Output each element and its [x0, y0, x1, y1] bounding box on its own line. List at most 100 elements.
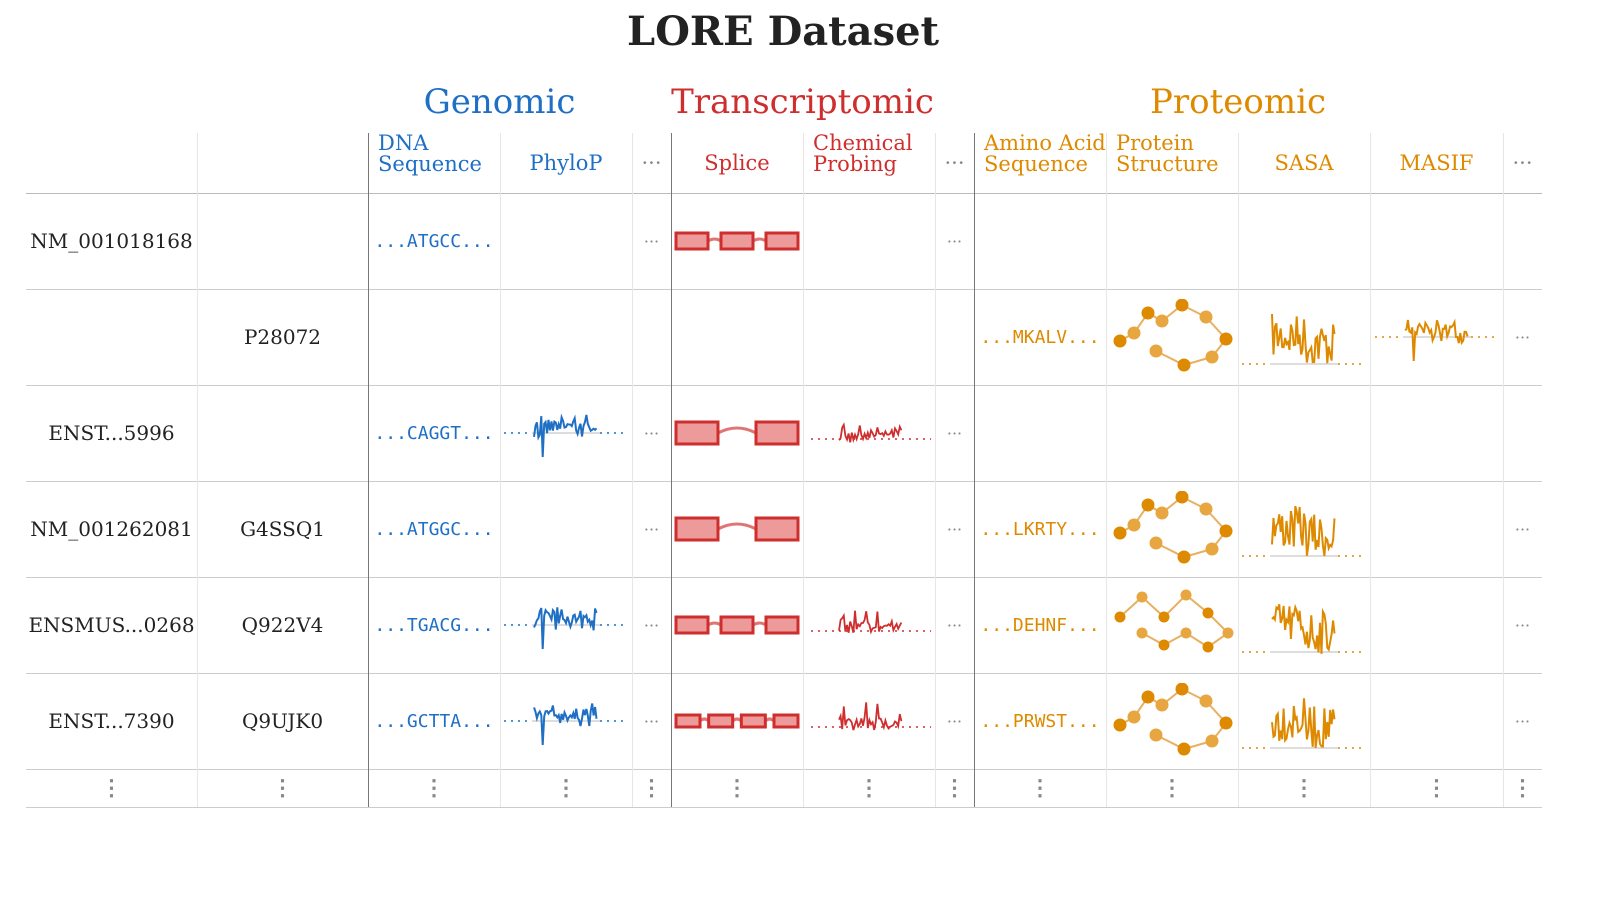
transcript-id: NM_001018168: [26, 193, 197, 289]
chemical-probing-cell: [803, 385, 935, 481]
dna-sequence: ...ATGCC...: [368, 193, 500, 289]
residue-node: [1141, 690, 1155, 704]
more-rows-cell: ⋮: [1238, 769, 1370, 807]
more-rows-cell: ⋮: [26, 769, 197, 807]
protein-structure-cell: [1106, 481, 1238, 577]
amino-acid-sequence: ...PRWST...: [974, 673, 1106, 769]
sasa-signal: [1242, 698, 1366, 749]
amino-acid-sequence: ...DEHNF...: [974, 577, 1106, 673]
transcript-id-text: ENST...5996: [48, 421, 175, 445]
protein-structure-graph: [1113, 299, 1233, 372]
more-icon: ···: [946, 231, 963, 251]
splice-cell: [671, 193, 803, 289]
column-divider: [368, 133, 369, 807]
chemical-probing-signal: [811, 610, 931, 635]
more-rows-cell: ⋮: [803, 769, 935, 807]
genomic-more: ···: [632, 385, 671, 481]
more-rows-cell: ⋮: [1106, 769, 1238, 807]
residue-node: [1199, 694, 1213, 708]
residue-node: [1202, 607, 1214, 619]
transcriptomic-more: ···: [935, 385, 974, 481]
proteomic-more: ···: [1503, 289, 1542, 385]
phylop-cell: [500, 673, 632, 769]
residue-node: [1180, 589, 1192, 601]
residue-node: [1141, 498, 1155, 512]
splice-cell: [671, 385, 803, 481]
masif-cell: [1370, 289, 1503, 385]
residue-node: [1158, 611, 1170, 623]
column-header: ···: [944, 150, 965, 175]
amino-acid-sequence-text: ...PRWST...: [980, 710, 1100, 732]
more-rows-cell: ⋮: [368, 769, 500, 807]
vertical-ellipsis-icon: ⋮: [1029, 775, 1051, 801]
dna-sequence: [368, 289, 500, 385]
exon: [764, 231, 800, 251]
figure-title: LORE Dataset: [626, 8, 940, 55]
residue-node: [1136, 627, 1148, 639]
residue-node: [1175, 299, 1189, 312]
sasa-cell: [1238, 577, 1370, 673]
phylop-cell: [500, 385, 632, 481]
splice-exon-diagram: [674, 615, 800, 635]
exon: [674, 420, 720, 446]
amino-acid-sequence: [974, 385, 1106, 481]
sasa-cell: [1238, 289, 1370, 385]
transcript-id-text: ENSMUS...0268: [28, 613, 195, 637]
protein-id-text: G4SSQ1: [240, 517, 325, 541]
column-divider: [500, 133, 501, 807]
residue-node: [1219, 716, 1233, 730]
residue-node: [1155, 314, 1169, 328]
splice-exon-diagram: [674, 516, 800, 542]
exon: [674, 231, 710, 251]
residue-node: [1205, 350, 1219, 364]
column-divider: [935, 133, 936, 807]
column-header: MASIF: [1399, 150, 1474, 175]
vertical-ellipsis-icon: ⋮: [726, 775, 748, 801]
dna-sequence: ...CAGGT...: [368, 385, 500, 481]
residue-node: [1205, 542, 1219, 556]
dna-sequence-text: ...GCTTA...: [374, 710, 494, 732]
genomic-more: ···: [632, 193, 671, 289]
more-icon: ···: [643, 423, 660, 443]
vertical-ellipsis-icon: ⋮: [1511, 775, 1534, 801]
protein-id: P28072: [197, 289, 368, 385]
protein-id: Q922V4: [197, 577, 368, 673]
transcriptomic-more: ···: [935, 577, 974, 673]
more-icon: ···: [946, 423, 963, 443]
residue-node: [1177, 742, 1191, 756]
protein-id-text: Q9UJK0: [241, 709, 324, 733]
column-header: SASA: [1274, 150, 1334, 175]
exon: [674, 615, 710, 635]
residue-node: [1114, 611, 1126, 623]
residue-node: [1127, 710, 1141, 724]
row-divider: [26, 673, 1542, 674]
splice-cell: [671, 577, 803, 673]
more-rows-cell: ⋮: [632, 769, 671, 807]
protein-id: G4SSQ1: [197, 481, 368, 577]
more-icon: ···: [643, 711, 660, 731]
column-header: Splice: [704, 150, 770, 175]
protein-structure-graph: [1113, 491, 1233, 564]
residue-node: [1177, 358, 1191, 372]
transcript-id-text: NM_001262081: [30, 517, 193, 541]
more-icon: ···: [946, 615, 963, 635]
transcriptomic-more: ···: [935, 673, 974, 769]
amino-acid-sequence: [974, 193, 1106, 289]
dna-sequence: ...GCTTA...: [368, 673, 500, 769]
amino-acid-sequence-text: ...LKRTY...: [980, 518, 1100, 540]
column-divider: [671, 133, 672, 807]
vertical-ellipsis-icon: ⋮: [271, 775, 294, 801]
more-rows-cell: ⋮: [974, 769, 1106, 807]
vertical-ellipsis-icon: ⋮: [1161, 775, 1183, 801]
splice-exon-diagram: [674, 231, 800, 251]
amino-acid-sequence-text: ...DEHNF...: [980, 614, 1100, 636]
group-header-transcriptomic: Transcriptomic: [671, 82, 934, 122]
sasa-signal: [1242, 313, 1366, 365]
residue-node: [1149, 344, 1163, 358]
chemical-probing-cell: [803, 577, 935, 673]
phylop-signal: [504, 413, 628, 458]
residue-node: [1155, 506, 1169, 520]
more-icon: ···: [1514, 519, 1531, 539]
column-header: PhyloP: [529, 150, 603, 175]
dna-sequence-text: ...TGACG...: [374, 614, 494, 636]
